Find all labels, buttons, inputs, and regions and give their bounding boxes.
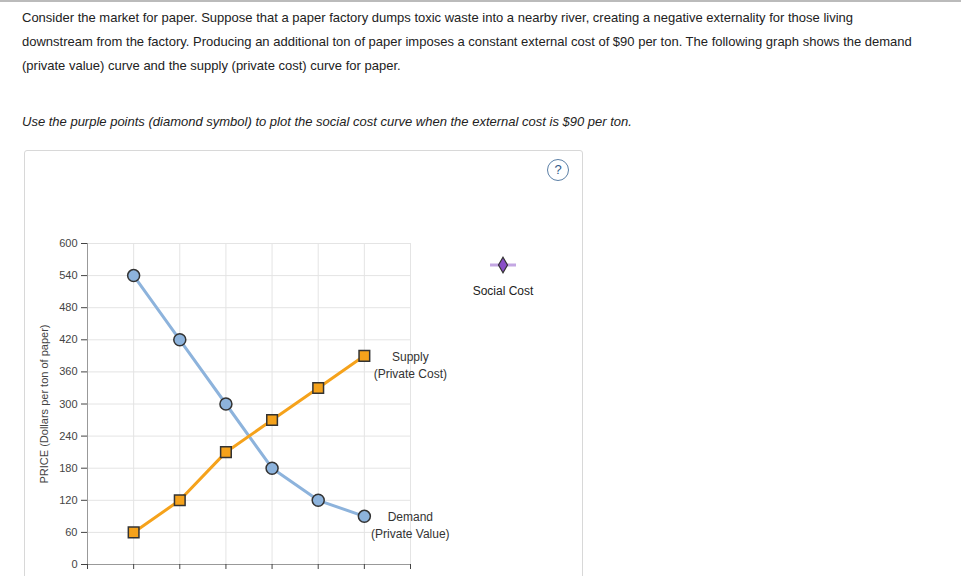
svg-text:600: 600 — [59, 237, 77, 249]
svg-text:360: 360 — [59, 365, 77, 377]
svg-text:PRICE (Dollars per ton of pape: PRICE (Dollars per ton of paper) — [38, 325, 50, 484]
svg-text:Supply(Private Cost): Supply(Private Cost) — [374, 350, 447, 381]
svg-text:300: 300 — [59, 398, 77, 410]
svg-text:540: 540 — [59, 269, 77, 281]
svg-text:0: 0 — [71, 558, 77, 570]
svg-text:240: 240 — [59, 430, 77, 442]
html-text:Social Cost: Social Cost — [472, 284, 534, 298]
html-text:Use the purple points (diamond: Use the purple points (diamond symbol) t… — [22, 114, 632, 129]
svg-text:480: 480 — [59, 301, 77, 313]
html-text:Consider the market for paper.: Consider the market for paper. Suppose t… — [22, 10, 912, 73]
svg-text:Demand(Private Value): Demand(Private Value) — [371, 510, 449, 541]
svg-text:180: 180 — [59, 462, 77, 474]
svg-text:120: 120 — [59, 494, 77, 506]
svg-text:60: 60 — [65, 526, 77, 538]
svg-text:420: 420 — [59, 333, 77, 345]
